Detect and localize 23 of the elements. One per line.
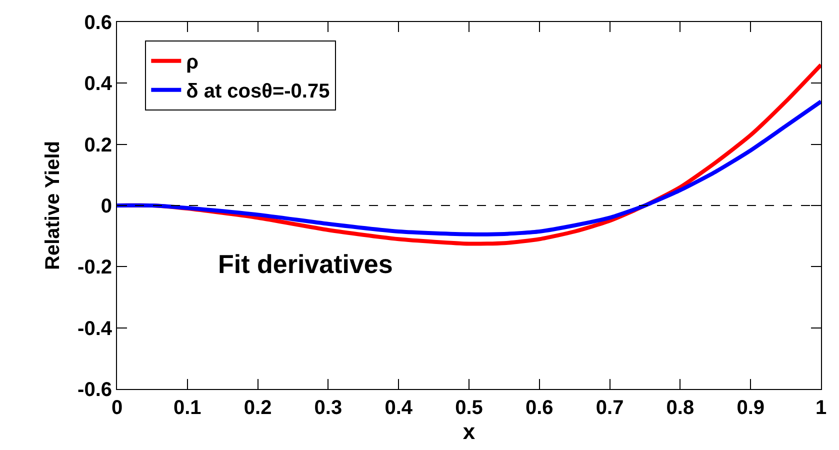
y-tick-label: -0.2 bbox=[78, 256, 112, 279]
x-axis-title: x bbox=[462, 419, 476, 444]
x-tick-label: 1 bbox=[815, 397, 827, 419]
y-tick-label: 0 bbox=[100, 196, 112, 218]
x-tick-label: 0.9 bbox=[736, 397, 765, 419]
x-tick-label: 0.2 bbox=[244, 397, 272, 419]
x-tick-label: 0.8 bbox=[666, 397, 694, 419]
x-tick-label: 0.5 bbox=[455, 397, 483, 419]
x-tick-label: 0.3 bbox=[314, 397, 342, 419]
y-axis-title: Relative Yield bbox=[42, 141, 64, 270]
y-tick-label: 0.2 bbox=[84, 134, 112, 156]
y-tick-label: 0.4 bbox=[84, 73, 113, 96]
line-series bbox=[117, 100, 821, 236]
annotation: Fit derivatives bbox=[218, 249, 393, 279]
y-tick-label: -0.4 bbox=[78, 318, 113, 340]
x-tick-label: 0.7 bbox=[596, 397, 624, 419]
y-tick-label: 0.6 bbox=[84, 12, 112, 34]
x-tick-label: 0.1 bbox=[173, 397, 202, 419]
x-tick-label: 0.6 bbox=[525, 397, 554, 419]
y-tick-label: -0.6 bbox=[78, 379, 112, 401]
legend-label: δ at cosθ=-0.75 bbox=[186, 80, 330, 103]
x-tick-label: 0.4 bbox=[384, 397, 414, 419]
legend-label: ρ bbox=[186, 52, 199, 74]
